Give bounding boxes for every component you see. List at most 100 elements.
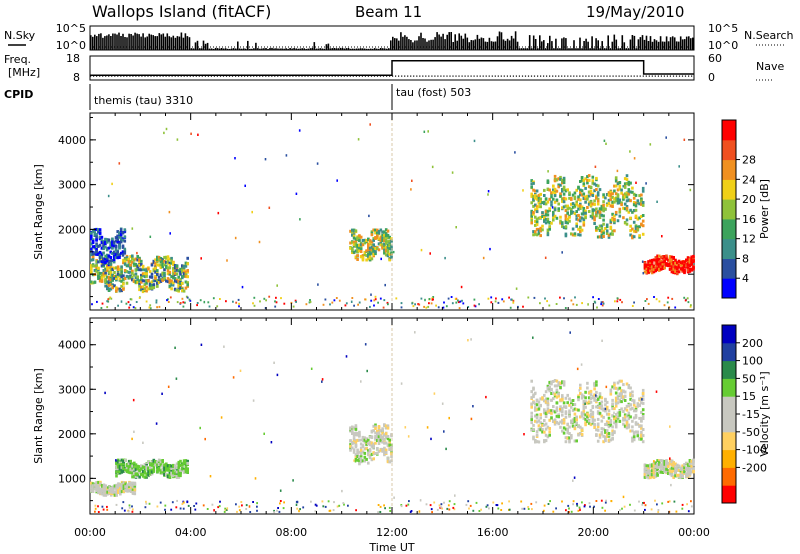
echo-cell	[579, 204, 582, 208]
echo-cell	[400, 306, 403, 309]
nsky-bar	[683, 39, 686, 50]
echo-cell	[156, 470, 159, 474]
echo-cell	[93, 483, 97, 487]
echo-cell	[580, 411, 584, 415]
echo-cell	[620, 407, 623, 411]
echo-cell	[108, 485, 111, 489]
echo-cell	[352, 243, 356, 247]
echo-cell	[604, 407, 607, 411]
nsky-bar	[216, 48, 219, 50]
echo-cell	[115, 274, 118, 278]
echo-cell	[566, 211, 569, 215]
echo-cell	[118, 244, 121, 248]
echo-cell	[640, 401, 643, 405]
echo-cell	[134, 472, 138, 476]
echo-cell	[548, 304, 551, 307]
echo-cell	[582, 407, 586, 411]
echo-cell	[589, 397, 593, 400]
echo-cell	[104, 245, 107, 249]
nsky-bar	[293, 48, 295, 50]
echo-cell	[559, 194, 562, 198]
echo-cell	[553, 206, 557, 210]
echo-cell	[115, 276, 118, 280]
echo-cell	[692, 467, 695, 471]
echo-cell	[386, 435, 390, 438]
echo-cell	[647, 270, 650, 274]
echo-cell	[122, 277, 125, 281]
echo-cell	[381, 236, 384, 240]
echo-cell	[102, 488, 106, 492]
echo-cell	[640, 426, 643, 430]
echo-cell	[170, 275, 173, 279]
echo-cell	[631, 305, 634, 307]
echo-cell	[123, 247, 127, 251]
echo-cell	[530, 411, 533, 415]
echo-cell	[363, 241, 367, 245]
echo-cell	[566, 428, 569, 432]
nsky-bar	[114, 33, 116, 50]
echo-cell	[356, 458, 359, 462]
echo-cell	[613, 421, 616, 425]
echo-cell	[118, 235, 121, 239]
echo-cell	[602, 218, 605, 222]
nsky-bar	[323, 48, 326, 50]
echo-cell	[602, 206, 605, 210]
echo-cell	[586, 197, 589, 201]
echo-cell	[184, 301, 186, 304]
echo-cell	[125, 281, 129, 285]
echo-cell	[276, 373, 279, 377]
echo-cell	[377, 301, 379, 304]
nsky-bar	[134, 32, 136, 50]
echo-cell	[595, 380, 598, 384]
echo-cell	[601, 301, 604, 304]
cpid-row: CPID themis (tau) 3310 tau (fost) 503	[4, 84, 471, 110]
echo-cell	[363, 459, 367, 463]
echo-cell	[122, 261, 125, 265]
echo-cell	[238, 505, 241, 508]
echo-cell	[539, 234, 542, 238]
echo-cell	[134, 257, 138, 261]
echo-cell	[186, 501, 189, 504]
echo-cell	[388, 447, 391, 451]
echo-cell	[168, 476, 172, 479]
nsky-bar	[369, 48, 372, 50]
echo-cell	[115, 459, 117, 462]
echo-cell	[623, 182, 627, 186]
echo-cell	[152, 269, 156, 273]
echo-cell	[595, 383, 598, 387]
echo-cell	[102, 269, 106, 272]
echo-cell	[181, 503, 184, 505]
echo-cell	[557, 394, 560, 398]
echo-cell	[605, 429, 609, 433]
echo-cell	[175, 506, 178, 509]
echo-cell	[487, 297, 490, 300]
echo-cell	[168, 257, 172, 261]
nsky-bar	[663, 41, 666, 50]
echo-cell	[123, 509, 126, 512]
echo-cell	[389, 510, 392, 512]
nave-dot	[386, 75, 388, 77]
echo-cell	[561, 251, 563, 254]
echo-cell	[305, 303, 308, 306]
echo-cell	[211, 503, 214, 506]
nsearch-tick-high: 10^5	[708, 22, 738, 35]
echo-cell	[658, 267, 661, 271]
echo-cell	[453, 503, 456, 506]
echo-cell	[384, 448, 388, 452]
echo-cell	[595, 398, 598, 402]
echo-cell	[298, 129, 301, 132]
nsky-label: N.Sky	[4, 29, 36, 42]
echo-cell	[541, 201, 544, 205]
nsky-bars	[90, 31, 694, 50]
echo-cell	[168, 278, 172, 282]
echo-cell	[361, 243, 365, 247]
echo-cell	[365, 254, 368, 258]
echo-cell	[469, 504, 472, 507]
echo-cell	[647, 266, 650, 270]
echo-cell	[154, 276, 157, 280]
echo-cell	[634, 225, 638, 229]
echo-cell	[129, 255, 132, 259]
nave-dot	[349, 75, 351, 77]
echo-cell	[570, 299, 573, 302]
